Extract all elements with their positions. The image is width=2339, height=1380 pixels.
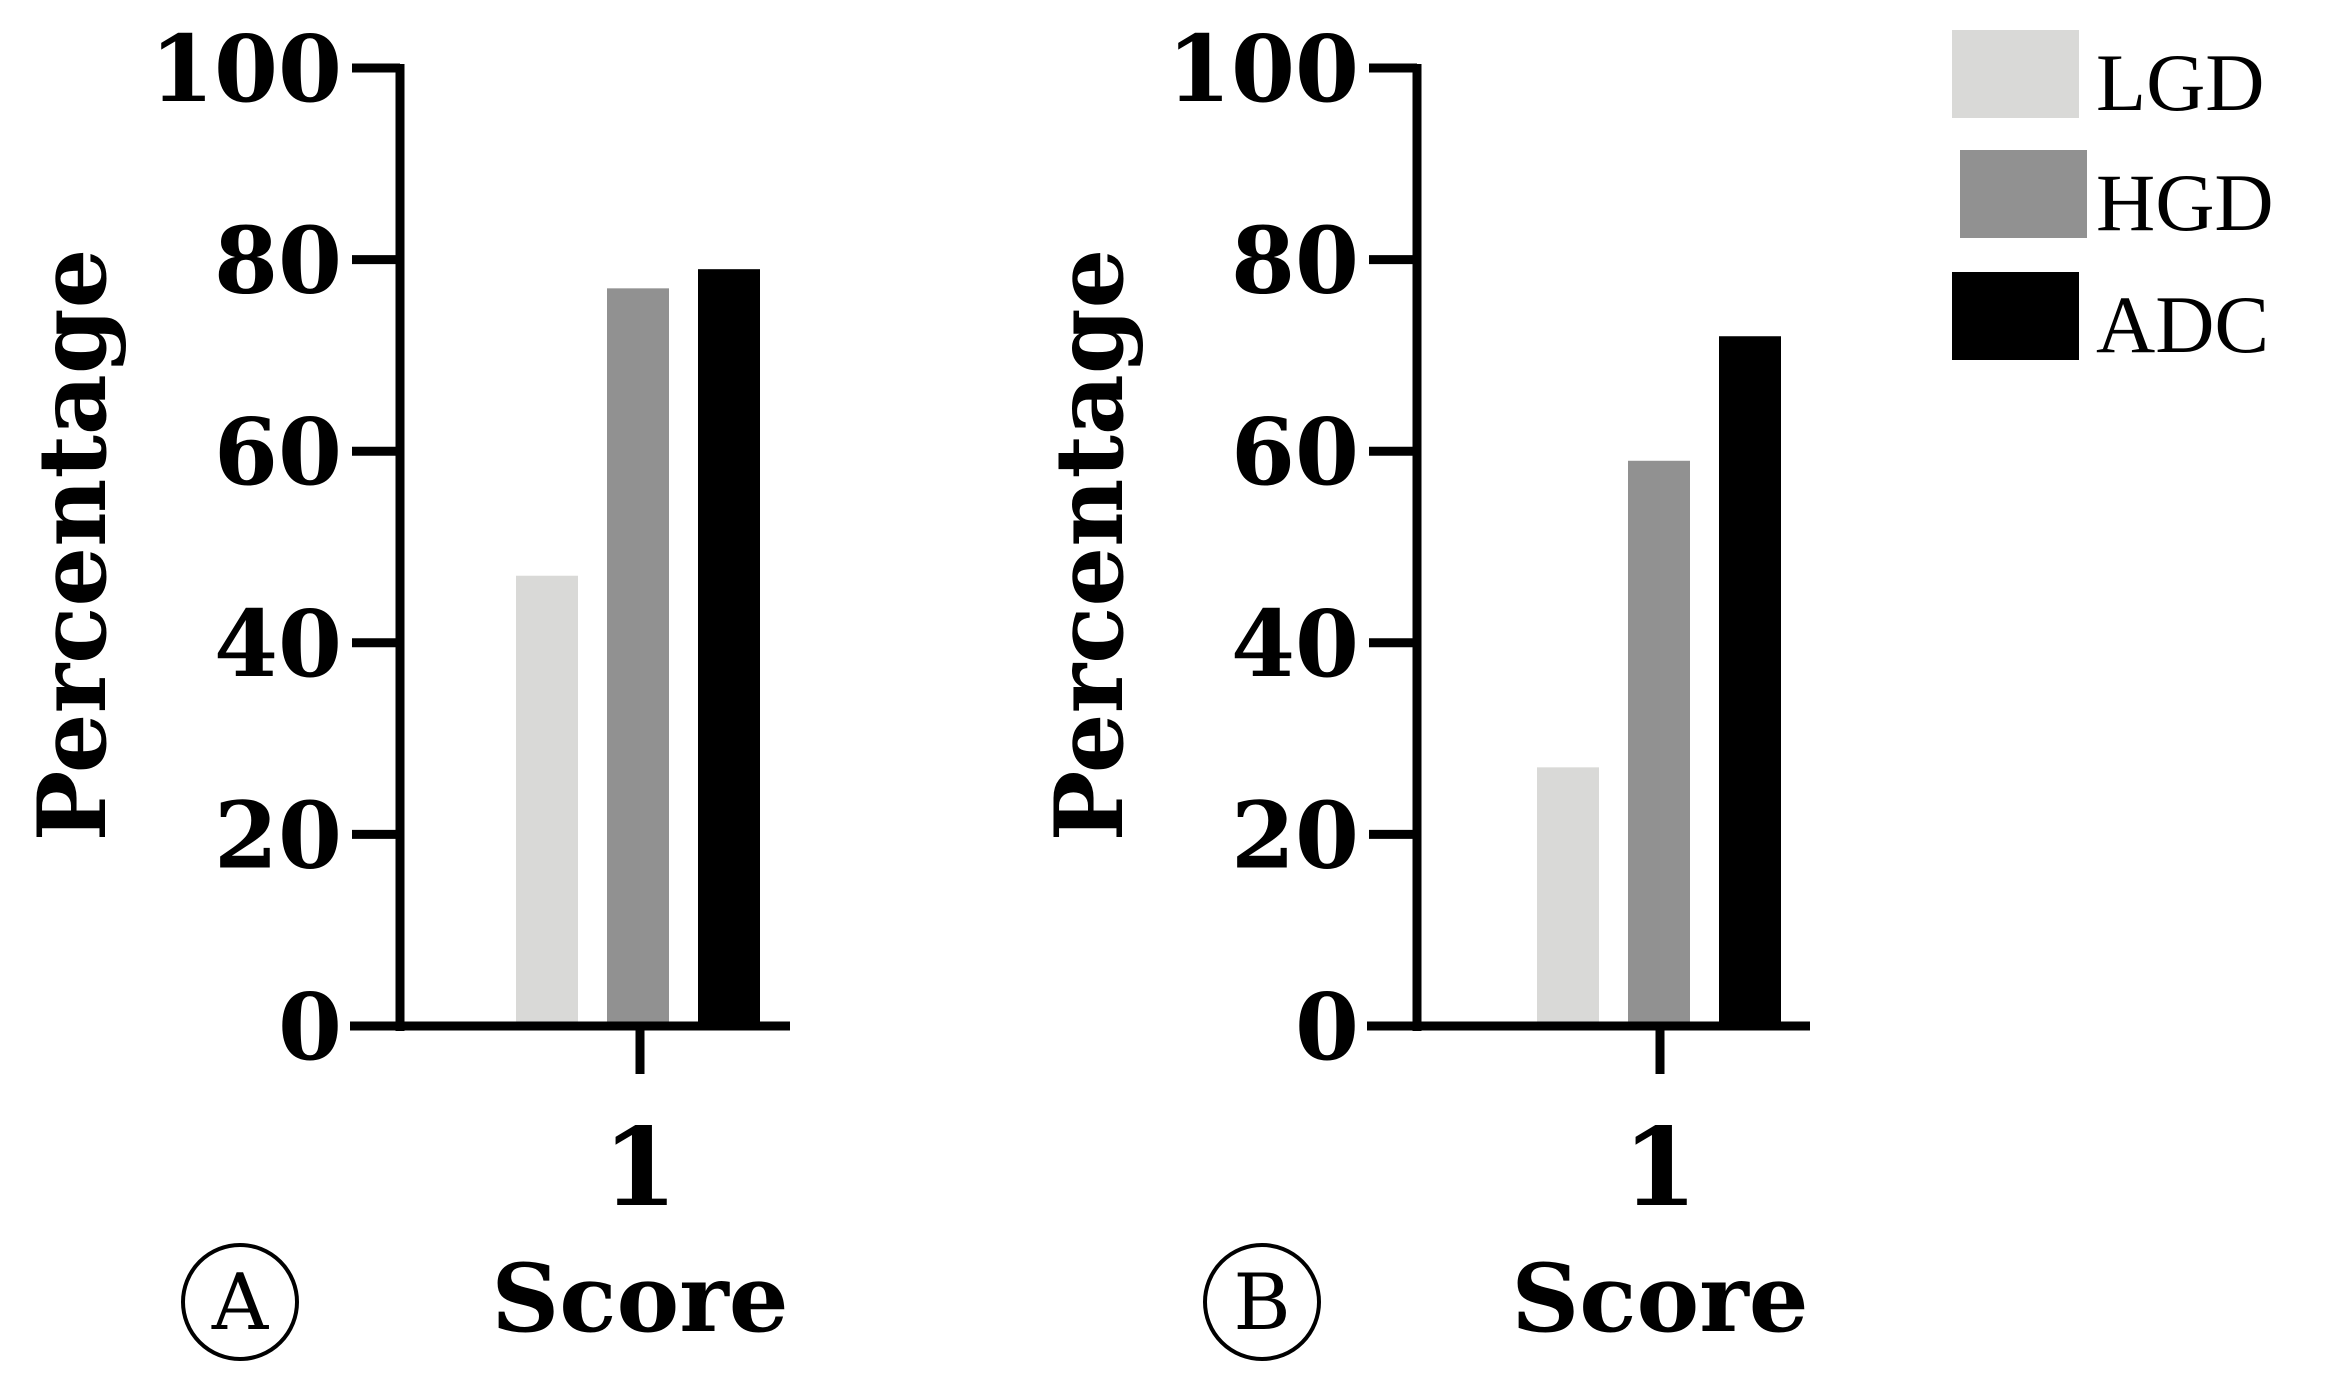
bar-lgd xyxy=(1537,767,1599,1026)
y-tick-label: 100 xyxy=(150,15,342,123)
panel-letter-circle xyxy=(181,1243,299,1361)
y-tick-label: 20 xyxy=(214,781,342,889)
x-axis-title: Score xyxy=(491,1244,788,1354)
y-axis-title: Percentage xyxy=(1035,249,1145,842)
bar-lgd xyxy=(516,575,578,1026)
panel-b: 0 20 40 60 80 100 1 Score Percentage B xyxy=(1035,15,1810,1361)
bar-hgd xyxy=(607,288,669,1027)
x-axis-title: Score xyxy=(1511,1244,1808,1354)
legend: LGD HGD ADC xyxy=(1952,30,2274,370)
x-tick-label: 1 xyxy=(1622,1105,1697,1231)
legend-swatch-lgd xyxy=(1952,30,2079,118)
legend-label-lgd: LGD xyxy=(2096,37,2265,128)
y-tick-label: 20 xyxy=(1231,781,1359,889)
legend-swatch-hgd xyxy=(1960,150,2087,238)
x-tick-label: 1 xyxy=(602,1105,677,1231)
panel-letter: A xyxy=(211,1258,270,1348)
bar-adc xyxy=(698,269,760,1026)
y-axis-title: Percentage xyxy=(18,249,128,842)
y-tick-label: 0 xyxy=(278,973,342,1081)
y-tick-label: 60 xyxy=(214,398,342,506)
y-tick-label: 0 xyxy=(1295,973,1359,1081)
panel-a: 0 20 40 60 80 100 1 Score Percentage A xyxy=(18,15,790,1361)
y-tick-label: 100 xyxy=(1167,15,1359,123)
panel-letter-circle xyxy=(1203,1243,1321,1361)
legend-swatch-adc xyxy=(1952,272,2079,360)
legend-label-hgd: HGD xyxy=(2096,157,2274,248)
y-tick-label: 80 xyxy=(1231,207,1359,315)
y-tick-label: 40 xyxy=(1231,590,1359,698)
bar-hgd xyxy=(1628,460,1690,1026)
bar-adc xyxy=(1719,336,1781,1026)
legend-label-adc: ADC xyxy=(2096,279,2269,370)
y-tick-label: 60 xyxy=(1231,398,1359,506)
y-tick-label: 40 xyxy=(214,590,342,698)
y-tick-label: 80 xyxy=(214,207,342,315)
panel-letter: B xyxy=(1233,1258,1290,1348)
